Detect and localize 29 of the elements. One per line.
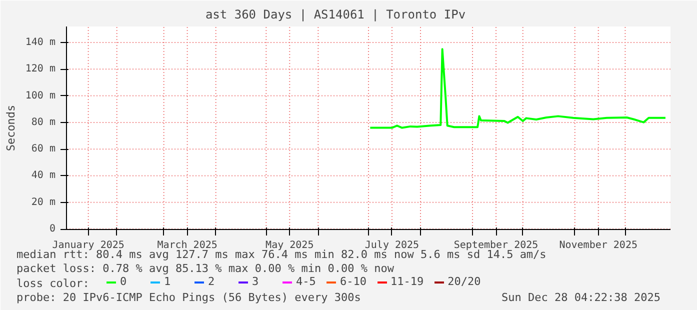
legend-label: 1 <box>164 275 172 288</box>
x-tick-label: March 2025 <box>157 240 218 252</box>
legend-title: loss color: <box>16 277 90 290</box>
legend-label: 20/20 <box>448 275 481 288</box>
x-tick-label: September 2025 <box>454 240 538 252</box>
y-tick-label: 100 m <box>25 90 56 102</box>
legend-label: 2 <box>208 275 216 288</box>
text: Sun Dec 28 04:22:38 2025 <box>502 291 661 304</box>
legend-label: 3 <box>252 275 260 288</box>
x-tick-label: July 2025 <box>364 240 420 252</box>
legend-label: 0 <box>120 275 128 288</box>
y-tick-label: 0 <box>49 224 56 235</box>
text: probe: 20 IPv6-ICMP Echo Pings (56 Bytes) every 300s <box>16 291 361 304</box>
text: packet loss: 0.78 % avg 85.13 % max 0.00 % min 0.00 % now <box>16 262 394 275</box>
y-axis-title: Seconds <box>4 104 18 152</box>
y-tick-label: 80 m <box>31 116 56 128</box>
y-tick-label: 40 m <box>31 170 56 182</box>
line-series <box>369 48 666 129</box>
y-tick-label: 20 m <box>31 196 56 208</box>
chart-title: ast 360 Days | AS14061 | Toronto IPv <box>205 8 466 22</box>
legend-label: 4-5 <box>296 275 316 288</box>
legend-label: 11-19 <box>390 275 424 288</box>
x-tick-label: May 2025 <box>266 240 314 252</box>
x-tick-label: November 2025 <box>559 240 638 252</box>
x-tick-label: January 2025 <box>52 240 124 252</box>
legend-label: 6-10 <box>340 275 366 288</box>
y-tick-label: 120 m <box>25 64 56 75</box>
y-tick-label: 140 m <box>25 36 56 48</box>
y-tick-label: 60 m <box>31 144 56 155</box>
